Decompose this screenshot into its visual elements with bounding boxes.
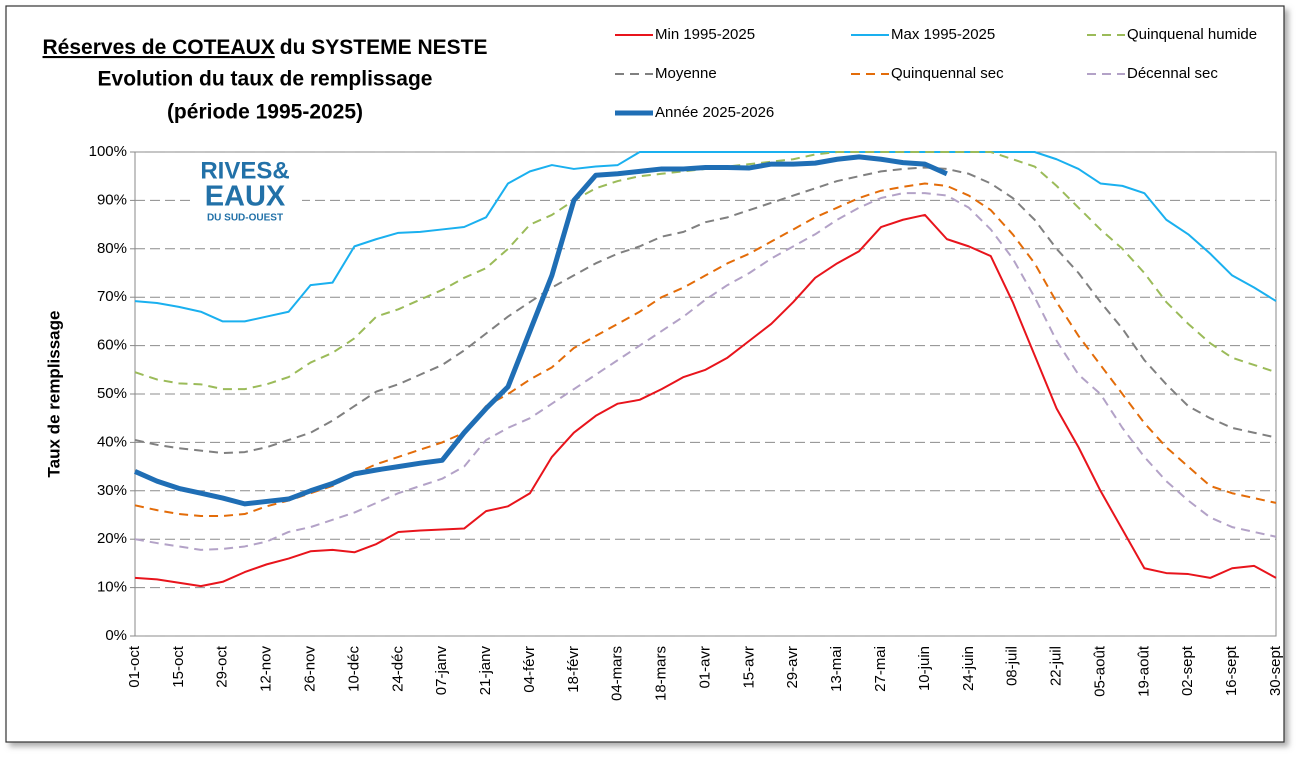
legend-label: Année 2025-2026	[655, 104, 774, 121]
x-tick-label: 26-nov	[302, 646, 319, 692]
x-tick-label: 15-avr	[740, 646, 757, 689]
x-tick-label: 13-mai	[828, 646, 845, 692]
y-tick-label: 40%	[97, 433, 127, 450]
legend-label: Max 1995-2025	[891, 26, 995, 43]
x-tick-label: 29-oct	[214, 645, 231, 688]
x-tick-label: 16-sept	[1223, 645, 1240, 696]
chart-title: Réserves de COTEAUX du SYSTEME NESTE	[43, 36, 488, 59]
x-tick-label: 07-janv	[433, 646, 450, 696]
x-tick-label: 29-avr	[784, 646, 801, 689]
y-tick-label: 50%	[97, 385, 127, 402]
x-tick-label: 22-juil	[1048, 646, 1065, 686]
x-tick-label: 01-oct	[126, 645, 143, 688]
series-line	[134, 151, 1277, 323]
y-tick-label: 60%	[97, 337, 127, 354]
legend-label: Min 1995-2025	[655, 26, 755, 43]
y-tick-label: 90%	[97, 191, 127, 208]
x-tick-label: 02-sept	[1179, 645, 1196, 696]
y-tick-label: 0%	[105, 627, 127, 644]
x-tick-label: 08-juil	[1004, 646, 1021, 686]
legend-label: Quinquenal humide	[1127, 26, 1257, 43]
x-tick-label: 24-déc	[389, 646, 406, 692]
y-tick-label: 20%	[97, 530, 127, 547]
legend-label: Décennal sec	[1127, 65, 1218, 82]
legend-label: Moyenne	[655, 65, 717, 82]
y-tick-label: 30%	[97, 482, 127, 499]
title-part: Réserves de COTEAUX	[43, 36, 275, 59]
logo-text: DU SUD-OUEST	[207, 213, 283, 224]
chart-title: Evolution du taux de remplissage	[98, 68, 433, 91]
series-line	[134, 192, 1277, 551]
chart-title: (période 1995-2025)	[167, 101, 363, 124]
y-tick-label: 100%	[89, 143, 127, 160]
x-tick-label: 10-juin	[916, 646, 933, 691]
y-tick-label: 10%	[97, 579, 127, 596]
legend-label: Quinquennal sec	[891, 65, 1004, 82]
x-tick-label: 15-oct	[170, 645, 187, 688]
x-tick-label: 27-mai	[872, 646, 889, 692]
y-axis-label: Taux de remplissage	[44, 311, 63, 478]
title-part: du SYSTEME NESTE	[280, 36, 488, 59]
x-tick-label: 12-nov	[258, 646, 275, 692]
x-tick-label: 05-août	[1091, 645, 1108, 697]
x-tick-label: 19-août	[1135, 645, 1152, 697]
x-tick-label: 18-févr	[565, 646, 582, 693]
x-tick-label: 21-janv	[477, 646, 494, 696]
series-line	[133, 154, 948, 507]
x-tick-label: 01-avr	[696, 646, 713, 689]
logo-text: RIVES&	[200, 157, 289, 184]
series-line	[134, 213, 1277, 588]
series-line	[134, 166, 1277, 455]
x-tick-label: 24-juin	[960, 646, 977, 691]
x-tick-label: 10-déc	[345, 646, 362, 692]
logo-bg	[190, 158, 302, 228]
x-tick-label: 04-mars	[609, 646, 626, 701]
x-tick-label: 04-févr	[521, 646, 538, 693]
logo-text: EAUX	[205, 181, 286, 213]
x-tick-label: 30-sept	[1267, 645, 1284, 696]
y-tick-label: 70%	[97, 288, 127, 305]
y-tick-label: 80%	[97, 240, 127, 257]
x-tick-label: 18-mars	[653, 646, 670, 701]
